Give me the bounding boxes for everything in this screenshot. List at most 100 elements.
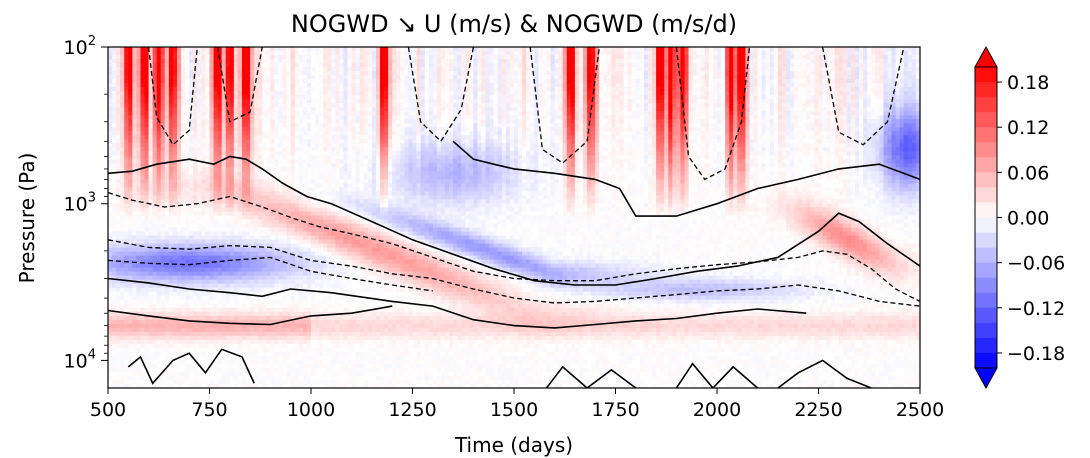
heatmap-cell — [237, 307, 243, 313]
heatmap-cell — [335, 51, 341, 56]
heatmap-cell — [343, 119, 349, 124]
heatmap-cell — [152, 139, 158, 144]
heatmap-cell — [315, 175, 320, 180]
heatmap-cell — [112, 191, 117, 197]
heatmap-cell — [148, 143, 154, 148]
heatmap-cell — [168, 127, 174, 132]
heatmap-cell — [302, 183, 308, 189]
heatmap-cell — [315, 111, 320, 116]
heatmap-cell — [160, 99, 166, 104]
heatmap-cell — [298, 51, 304, 56]
heatmap-cell — [270, 59, 276, 64]
heatmap-cell — [116, 203, 121, 209]
heatmap-cell — [160, 251, 166, 257]
heatmap-cell — [221, 99, 227, 104]
heatmap-cell — [306, 179, 312, 184]
heatmap-cell — [339, 203, 345, 209]
heatmap-cell — [217, 299, 223, 305]
heatmap-cell — [266, 155, 271, 160]
heatmap-cell — [311, 339, 316, 345]
heatmap-cell — [319, 235, 324, 241]
heatmap-cell — [213, 199, 219, 205]
heatmap-cell — [193, 143, 198, 148]
heatmap-cell — [343, 75, 349, 80]
heatmap-cell — [124, 295, 129, 301]
heatmap-cell — [160, 367, 166, 373]
heatmap-cell — [221, 311, 227, 317]
heatmap-cell — [254, 171, 259, 176]
heatmap-cell — [205, 371, 211, 377]
heatmap-cell — [177, 223, 182, 229]
heatmap-cell — [156, 339, 162, 345]
heatmap-cell — [233, 231, 239, 237]
heatmap-cell — [112, 59, 117, 64]
heatmap-cell — [270, 123, 276, 128]
heatmap-cell — [250, 311, 255, 317]
heatmap-cell — [319, 375, 324, 381]
heatmap-cell — [343, 295, 349, 301]
heatmap-cell — [298, 351, 304, 357]
heatmap-cell — [124, 315, 129, 321]
heatmap-cell — [237, 183, 243, 189]
heatmap-cell — [120, 279, 125, 285]
heatmap-cell — [221, 163, 227, 168]
heatmap-cell — [189, 283, 194, 289]
heatmap-cell — [311, 327, 316, 333]
heatmap-cell — [112, 159, 117, 164]
heatmap-cell — [246, 235, 251, 241]
heatmap-cell — [254, 199, 259, 205]
heatmap-cell — [189, 59, 194, 64]
heatmap-cell — [108, 63, 113, 68]
heatmap-cell — [274, 79, 280, 84]
heatmap-cell — [266, 267, 271, 273]
heatmap-cell — [189, 159, 194, 164]
heatmap-cell — [343, 139, 349, 144]
heatmap-cell — [246, 87, 251, 92]
heatmap-cell — [262, 119, 267, 124]
heatmap-cell — [262, 75, 267, 80]
heatmap-cell — [262, 379, 267, 385]
heatmap-cell — [246, 351, 251, 357]
heatmap-cell — [343, 199, 349, 205]
heatmap-cell — [193, 179, 198, 184]
heatmap-cell — [327, 183, 332, 189]
heatmap-cell — [274, 111, 280, 116]
heatmap-cell — [193, 83, 198, 88]
heatmap-cell — [197, 79, 202, 84]
heatmap-cell — [205, 139, 211, 144]
heatmap-cell — [201, 59, 207, 64]
heatmap-cell — [233, 151, 239, 156]
heatmap-cell — [132, 135, 138, 140]
heatmap-cell — [172, 131, 178, 136]
heatmap-cell — [335, 307, 341, 313]
heatmap-cell — [108, 147, 113, 152]
heatmap-cell — [116, 355, 121, 361]
heatmap-cell — [209, 119, 215, 124]
heatmap-cell — [229, 51, 235, 56]
heatmap-cell — [189, 75, 194, 80]
heatmap-cell — [160, 83, 166, 88]
heatmap-cell — [140, 63, 146, 68]
heatmap-cell — [205, 243, 211, 249]
heatmap-cell — [205, 83, 211, 88]
heatmap-cell — [181, 271, 186, 277]
heatmap-cell — [237, 103, 243, 108]
heatmap-cell — [128, 195, 133, 201]
heatmap-cell — [237, 75, 243, 80]
heatmap-cell — [306, 311, 312, 317]
heatmap-cell — [339, 223, 345, 229]
heatmap-cell — [213, 383, 219, 388]
heatmap-cell — [205, 175, 211, 180]
heatmap-cell — [229, 67, 235, 72]
heatmap-cell — [221, 251, 227, 257]
heatmap-cell — [233, 87, 239, 92]
heatmap-cell — [168, 279, 174, 285]
heatmap-cell — [128, 151, 133, 156]
heatmap-cell — [266, 239, 271, 245]
heatmap-cell — [213, 375, 219, 381]
heatmap-cell — [294, 183, 300, 189]
heatmap-cell — [217, 287, 223, 293]
heatmap-cell — [319, 127, 324, 132]
heatmap-cell — [136, 319, 142, 325]
